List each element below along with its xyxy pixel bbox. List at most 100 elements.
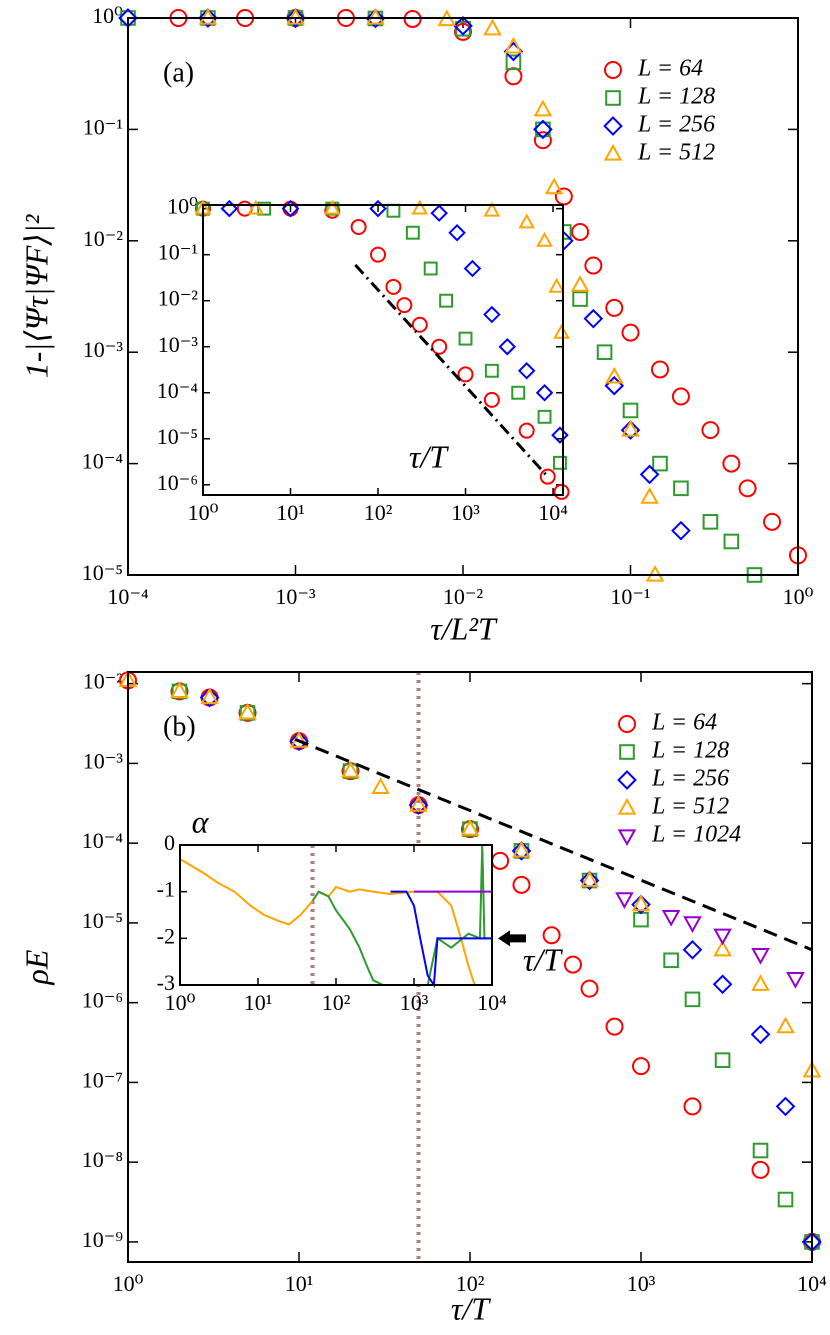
marker xyxy=(604,366,624,384)
x-axis-label: τ/T xyxy=(409,438,449,474)
marker xyxy=(542,926,561,945)
marker xyxy=(596,344,613,360)
marker xyxy=(512,875,531,894)
marker xyxy=(615,892,634,909)
marker xyxy=(511,841,532,861)
marker xyxy=(365,8,386,29)
marker xyxy=(220,199,239,218)
marker xyxy=(535,121,551,138)
x-tick-label: 10⁰ xyxy=(113,1271,144,1296)
marker xyxy=(341,761,360,778)
y-tick-label: 10⁻² xyxy=(83,669,124,694)
marker xyxy=(200,687,219,705)
marker xyxy=(605,1017,624,1036)
x-tick-label: 10⁻⁴ xyxy=(107,584,149,609)
marker xyxy=(366,7,385,25)
marker xyxy=(198,8,218,28)
marker xyxy=(457,366,474,383)
x-axis-label: τ/T xyxy=(451,1290,491,1326)
marker xyxy=(411,199,429,215)
marker xyxy=(684,991,701,1008)
marker xyxy=(639,464,660,485)
marker xyxy=(752,1142,769,1159)
marker xyxy=(551,426,569,444)
y-tick-label: 10⁻⁴ xyxy=(82,449,124,474)
marker xyxy=(671,520,691,541)
marker xyxy=(483,391,500,408)
y-tick-label: 10⁻¹ xyxy=(158,240,198,265)
x-tick-label: 10⁰ xyxy=(165,990,196,1015)
legend-label: L = 128 xyxy=(651,738,729,764)
marker xyxy=(505,54,522,71)
marker xyxy=(533,131,552,150)
marker xyxy=(533,99,553,117)
marker xyxy=(763,512,782,531)
x-axis-label: τ/T xyxy=(523,941,563,977)
marker xyxy=(454,22,472,41)
marker xyxy=(498,337,517,356)
y-tick-label: 10⁻³ xyxy=(158,332,199,357)
axes-frame xyxy=(127,17,799,576)
marker xyxy=(605,298,624,317)
marker xyxy=(539,468,556,485)
y-tick-label: 10⁻⁴ xyxy=(157,378,199,403)
legend-marker xyxy=(604,61,622,79)
arrow xyxy=(498,930,526,947)
x-axis-label: τ/L²T xyxy=(430,610,498,646)
legend-marker xyxy=(603,116,623,136)
panel-label: (a) xyxy=(163,57,194,88)
marker xyxy=(238,702,257,720)
y-tick-label: 10⁰ xyxy=(167,194,198,219)
marker xyxy=(713,939,732,957)
y-axis-label: α xyxy=(192,803,210,839)
marker xyxy=(572,291,588,307)
marker xyxy=(324,202,341,219)
marker xyxy=(518,213,536,229)
marker xyxy=(661,909,681,927)
marker xyxy=(548,277,566,293)
legend-label: L = 1024 xyxy=(651,822,741,848)
marker xyxy=(448,223,466,242)
legend-label: L = 256 xyxy=(651,766,729,792)
marker xyxy=(776,1016,795,1034)
marker xyxy=(289,731,309,751)
x-tick-label: 10⁻² xyxy=(443,584,484,609)
marker xyxy=(645,564,665,582)
legend-marker xyxy=(617,829,637,847)
marker xyxy=(537,409,552,424)
y-axis-label: 1-|⟨Ψτ|ΨF⟩|² xyxy=(18,213,54,378)
marker xyxy=(199,687,220,708)
legend-label: L = 64 xyxy=(637,56,703,82)
marker xyxy=(583,308,604,329)
y-tick-label: 10⁻⁶ xyxy=(82,988,123,1013)
marker xyxy=(571,222,590,241)
x-tick-label: 10¹ xyxy=(285,1271,314,1296)
marker xyxy=(511,385,526,400)
marker xyxy=(712,974,733,995)
y-tick-label: 10⁻⁵ xyxy=(82,908,123,933)
marker xyxy=(370,246,387,263)
y-tick-label: -1 xyxy=(157,877,175,902)
y-tick-label: -3 xyxy=(157,970,175,995)
marker xyxy=(408,795,429,815)
marker xyxy=(553,455,567,470)
marker xyxy=(458,331,473,346)
marker xyxy=(484,363,499,378)
marker xyxy=(286,7,305,25)
marker xyxy=(553,323,570,339)
marker xyxy=(751,1160,770,1179)
marker xyxy=(683,916,702,933)
marker xyxy=(504,36,523,54)
marker xyxy=(385,278,402,295)
y-tick-label: 10⁻¹ xyxy=(83,114,123,139)
marker xyxy=(405,225,420,240)
marker xyxy=(371,777,390,795)
marker xyxy=(682,939,703,960)
marker xyxy=(396,297,413,314)
legend-marker xyxy=(605,90,621,106)
legend-marker xyxy=(617,797,637,815)
x-tick-label: 10⁻¹ xyxy=(610,584,650,609)
marker xyxy=(483,305,501,324)
marker xyxy=(431,338,448,355)
